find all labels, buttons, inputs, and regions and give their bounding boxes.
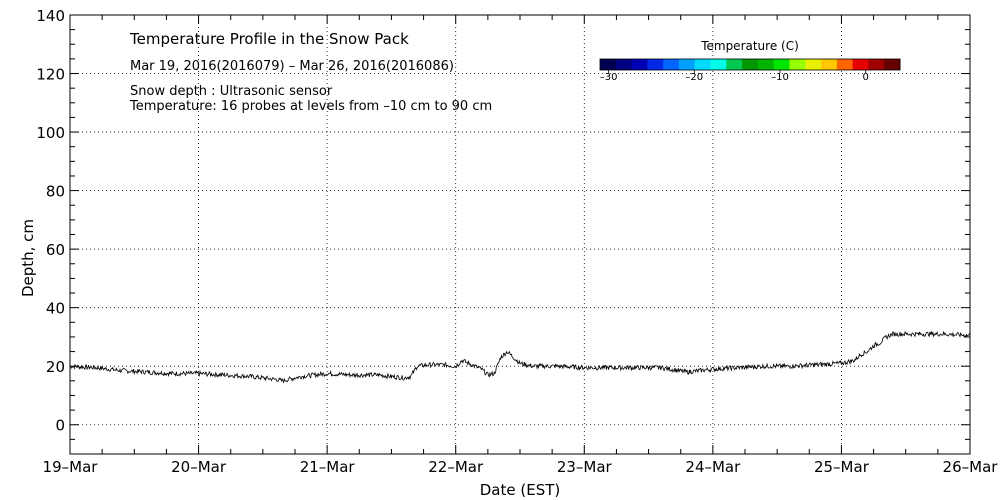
colorbar-frame [599, 58, 901, 71]
minor-ticks [70, 15, 970, 455]
colorbar-cell [694, 59, 712, 70]
grid-lines [70, 15, 970, 454]
colorbar-cell [852, 59, 869, 70]
y-tick-label: 20 [46, 358, 65, 376]
y-tick-label: 60 [46, 241, 65, 259]
colorbar-tick-label: –30 [600, 72, 618, 83]
colorbar-tick-label: –10 [771, 72, 789, 83]
colorbar-cell [868, 59, 885, 70]
colorbar-cell [821, 59, 838, 70]
colorbar-cell [710, 59, 727, 70]
y-axis-ticks: 0 20 40 60 80 100 120 140 [36, 7, 970, 435]
colorbar-cell [884, 59, 901, 70]
colorbar-cell [726, 59, 743, 70]
colorbar-cell [663, 59, 680, 70]
series-line-snow-depth [69, 330, 971, 384]
colorbar-cell [615, 59, 633, 70]
colorbar-cell [647, 59, 664, 70]
y-tick-label: 100 [36, 124, 65, 142]
plot-frame [69, 14, 971, 455]
colorbar-title: Temperature (C) [700, 39, 799, 53]
x-axis-ticks: 19–Mar 20–Mar 21–Mar 22–Mar 23–Mar 24–Mar 25–M… [43, 15, 999, 476]
colorbar-cell [678, 59, 696, 70]
x-tick-label: 22–Mar [428, 458, 484, 476]
y-axis-title: Depth, cm [19, 219, 37, 297]
x-tick-label: 19–Mar [43, 458, 99, 476]
colorbar-cell [789, 59, 806, 70]
colorbar-cell [773, 59, 790, 70]
colorbar-cell [836, 59, 854, 70]
colorbar-cell [742, 59, 759, 70]
x-tick-label: 24–Mar [685, 458, 741, 476]
chart-note-1: Snow depth : Ultrasonic sensor [130, 84, 333, 99]
colorbar-ticks: –30 –20 –10 0 [600, 70, 869, 83]
chart-title: Temperature Profile in the Snow Pack [129, 30, 409, 48]
colorbar-cell [631, 59, 648, 70]
x-tick-label: 21–Mar [300, 458, 356, 476]
colorbar-legend: Temperature (C) –30 –20 –10 0 [599, 39, 901, 83]
y-tick-label: 40 [46, 300, 65, 318]
x-tick-label: 26–Mar [943, 458, 999, 476]
colorbar-cell [600, 59, 617, 70]
y-tick-label: 80 [46, 183, 65, 201]
colorbar-cells [600, 59, 901, 70]
x-tick-label: 23–Mar [557, 458, 613, 476]
y-tick-label: 120 [36, 66, 65, 84]
colorbar-cell [757, 59, 775, 70]
chart-note-2: Temperature: 16 probes at levels from –1… [129, 99, 492, 114]
x-tick-label: 20–Mar [171, 458, 227, 476]
colorbar-cell [805, 59, 822, 70]
colorbar-tick-label: –20 [685, 72, 703, 83]
x-axis-title: Date (EST) [480, 481, 561, 499]
colorbar-tick-label: 0 [863, 72, 869, 83]
chart-subtitle: Mar 19, 2016(2016079) – Mar 26, 2016(201… [130, 59, 454, 74]
y-tick-label: 0 [55, 417, 65, 435]
y-tick-label: 140 [36, 7, 65, 25]
x-tick-label: 25–Mar [814, 458, 870, 476]
